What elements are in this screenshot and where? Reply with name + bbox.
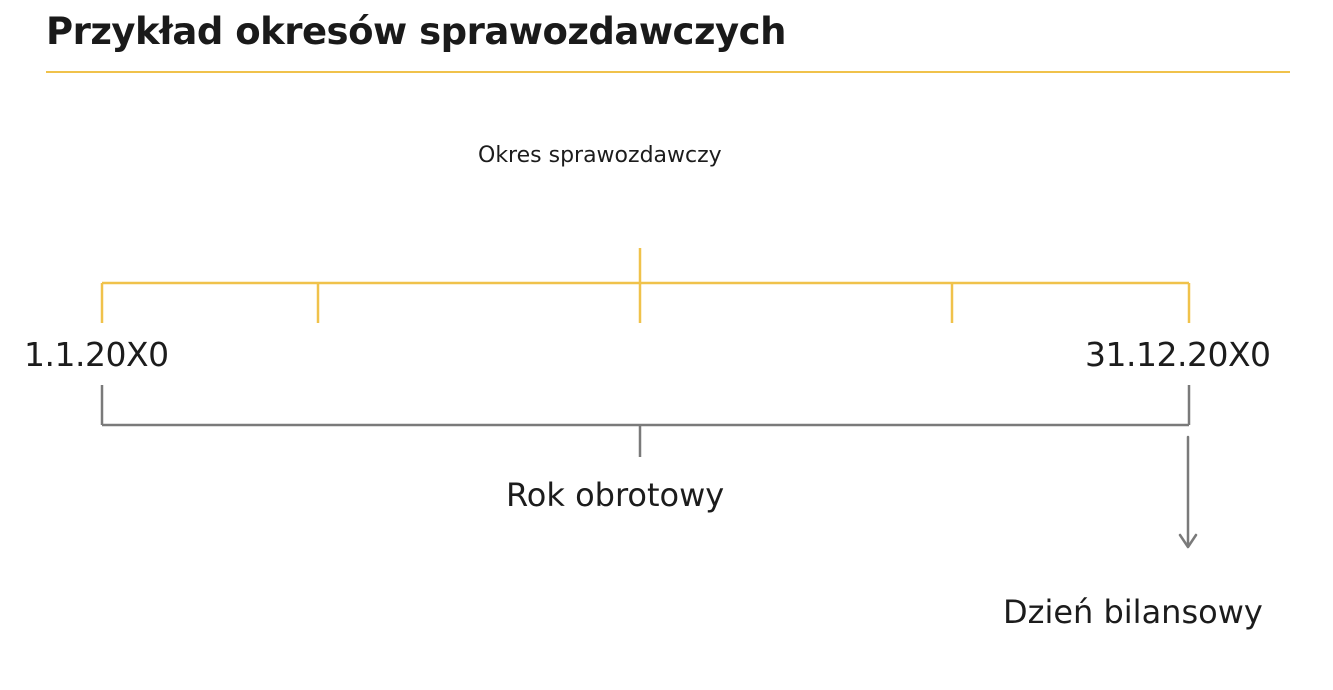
title-underline — [46, 71, 1290, 73]
slide-title: Przykład okresów sprawozdawczych — [46, 10, 786, 53]
end-date-label: 31.12.20X0 — [1085, 335, 1271, 374]
fiscal-year-bracket — [100, 385, 1191, 457]
balance-sheet-day-label: Dzień bilansowy — [1003, 593, 1263, 631]
reporting-period-label: Okres sprawozdawczy — [478, 143, 722, 168]
reporting-period-bracket — [100, 248, 1191, 323]
fiscal-year-label: Rok obrotowy — [506, 476, 725, 514]
start-date-label: 1.1.20X0 — [24, 335, 169, 374]
balance-day-arrow-head — [1178, 533, 1198, 549]
balance-day-arrow — [1178, 435, 1198, 549]
